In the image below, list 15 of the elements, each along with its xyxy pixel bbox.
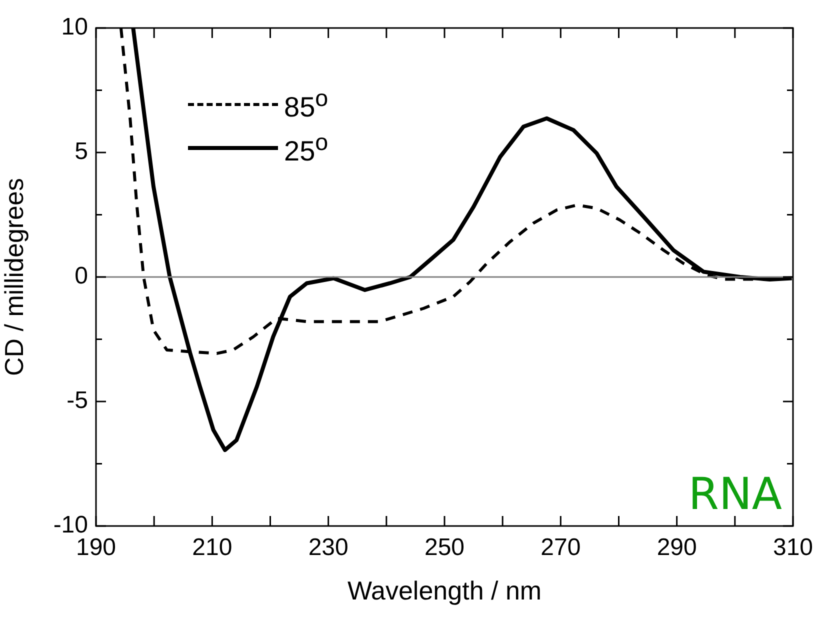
x-tick-label: 210 — [192, 534, 232, 562]
annotation: RNA — [688, 469, 782, 520]
x-tick-label: 310 — [772, 534, 814, 562]
x-tick-label: 270 — [540, 534, 581, 562]
legend-label: 25$^{o}$ — [284, 128, 328, 168]
y-tick-label: -5 — [66, 387, 88, 414]
y-axis-title: CD / millidegrees — [0, 178, 29, 376]
y-tick-label: 10 — [61, 14, 88, 41]
legend-label: 85$^{o}$ — [284, 84, 328, 124]
x-tick-label: 230 — [308, 534, 348, 562]
y-tick-label: 0 — [74, 262, 88, 290]
x-tick-label: 290 — [656, 534, 697, 562]
y-tick-label: 5 — [74, 138, 88, 166]
x-axis-title: Wavelength / nm — [347, 576, 542, 606]
x-tick-label: 250 — [424, 534, 465, 562]
